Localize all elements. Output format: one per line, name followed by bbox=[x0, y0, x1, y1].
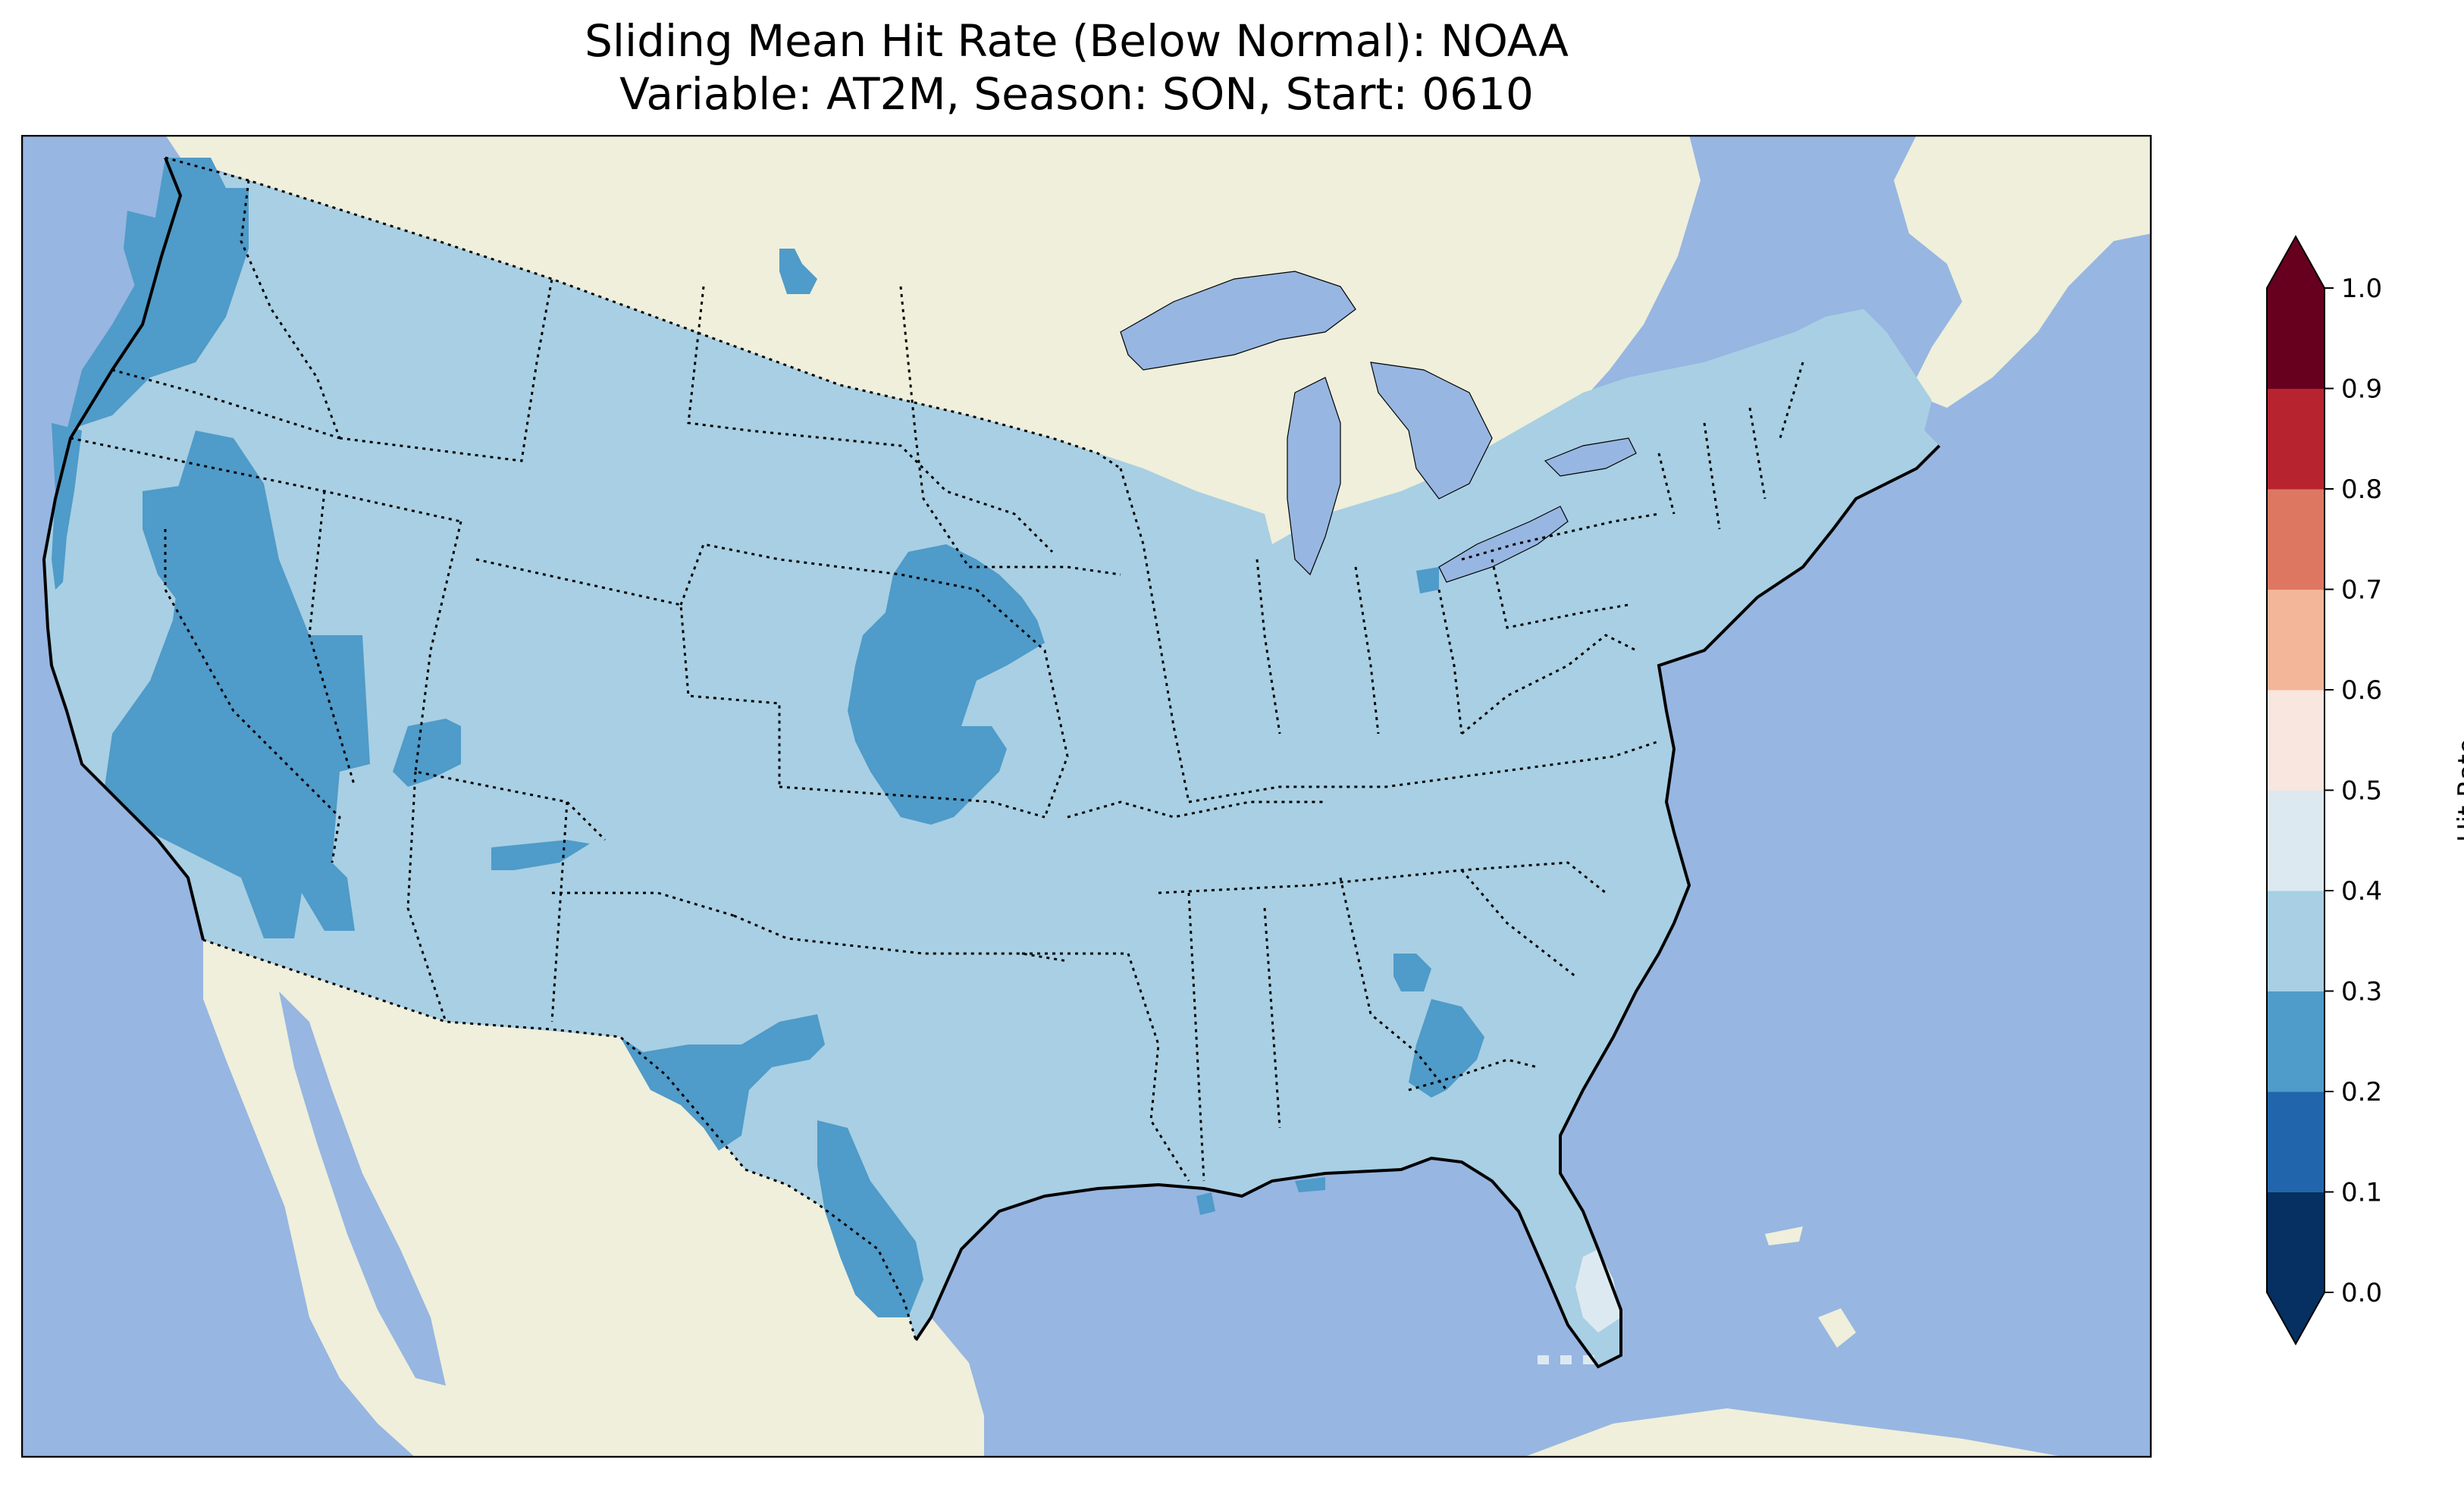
lake-michigan bbox=[1287, 377, 1341, 576]
maritimes-land bbox=[1894, 135, 2152, 408]
lake-superior bbox=[1120, 271, 1356, 371]
colorbar-bin-0.3-0.4 bbox=[2267, 891, 2324, 991]
colorbar-tick-label: 0.8 bbox=[2341, 475, 2382, 505]
hit-rate-0.4-0.5-patches bbox=[1538, 1249, 1621, 1364]
cuba-land bbox=[1522, 1408, 2068, 1458]
patch-ohio bbox=[1416, 567, 1439, 594]
colorbar-bin-0.9-1.0 bbox=[2267, 288, 2324, 389]
state-line-pa-ny bbox=[1461, 512, 1660, 629]
colorbar-bin-0.6-0.7 bbox=[2267, 589, 2324, 691]
colorbar-tick-label: 1.0 bbox=[2341, 274, 2382, 304]
state-line-ky-tn bbox=[1188, 740, 1660, 803]
colorbar: 0.0 0.1 0.2 0.3 0.4 0.5 0.6 0.7 0.8 0.9 1.0 Hit Rat… bbox=[2266, 234, 2464, 1346]
colorbar-bin-0.1-0.2 bbox=[2267, 1092, 2324, 1192]
patch-west-texas bbox=[620, 1014, 825, 1151]
state-line-ok-tx bbox=[733, 914, 1068, 963]
patch-south-florida bbox=[1575, 1249, 1621, 1333]
colorbar-tick-label: 0.2 bbox=[2341, 1077, 2382, 1107]
lake-ontario bbox=[1544, 437, 1637, 477]
coastline bbox=[42, 157, 1941, 1369]
great-lakes bbox=[1120, 271, 1637, 583]
state-borders bbox=[70, 156, 1804, 1341]
state-line-id-mt bbox=[240, 180, 341, 439]
patch-utah bbox=[393, 719, 461, 787]
state-line-il-in-oh bbox=[1256, 559, 1463, 734]
gulf-of-california bbox=[279, 991, 446, 1386]
colorbar-extend-max bbox=[2267, 236, 2324, 288]
baja-land bbox=[203, 940, 431, 1424]
colorbar-tick-label: 0.4 bbox=[2341, 876, 2382, 907]
colorbar-tick-label: 0.5 bbox=[2341, 776, 2382, 807]
hit-rate-0.2-0.3-patches bbox=[52, 158, 1484, 1317]
colorbar-tick-label: 0.1 bbox=[2341, 1178, 2382, 1208]
colorbar-tick-label: 0.9 bbox=[2341, 374, 2382, 405]
colorbar-bin-0.7-0.8 bbox=[2267, 489, 2324, 590]
state-line-ut-co bbox=[414, 521, 607, 841]
state-line-az-nm bbox=[406, 771, 447, 1023]
patch-california-coast bbox=[52, 423, 82, 590]
patch-norcal-interior bbox=[143, 484, 203, 605]
colorbar-bin-0.4-0.5 bbox=[2267, 790, 2324, 891]
map-frame bbox=[21, 135, 2152, 1458]
bahamas-land bbox=[1765, 1226, 1856, 1348]
colorbar-tick-label: 0.0 bbox=[2341, 1278, 2382, 1308]
colorbar-bin-0.2-0.3 bbox=[2267, 991, 2324, 1092]
state-line-mn-ia bbox=[899, 286, 1121, 576]
state-line-ar-la bbox=[1022, 952, 1190, 1182]
state-line-new-england bbox=[1657, 362, 1804, 530]
state-line-sc-ga-fl bbox=[1408, 869, 1576, 1092]
map-title: Sliding Mean Hit Rate (Below Normal): NO… bbox=[585, 15, 1569, 67]
state-line-nm-tx bbox=[550, 801, 735, 1023]
patch-florida-keys bbox=[1538, 1355, 1594, 1364]
lake-erie bbox=[1438, 506, 1569, 583]
map-subtitle: Variable: AT2M, Season: SON, Start: 0610 bbox=[619, 68, 1534, 120]
state-line-ks-ok bbox=[779, 785, 1045, 819]
state-line-dakotas bbox=[687, 286, 1054, 553]
state-line-ne-sd bbox=[679, 543, 977, 606]
state-line-mt-wy bbox=[339, 278, 553, 462]
us-canada-border bbox=[165, 156, 1121, 470]
patch-washington-coast bbox=[124, 211, 158, 287]
state-line-nv-ut bbox=[308, 490, 356, 788]
lake-huron bbox=[1370, 362, 1493, 500]
state-line-ms-al bbox=[1187, 877, 1448, 1182]
patch-north-dakota bbox=[779, 249, 817, 294]
colorbar-bin-0.8-0.9 bbox=[2267, 388, 2324, 490]
patch-georgia-florida bbox=[1409, 999, 1484, 1098]
patch-gulf-coast bbox=[1196, 1177, 1325, 1215]
patch-kansas-oklahoma bbox=[848, 544, 1045, 825]
map bbox=[21, 135, 2152, 1458]
colorbar-tick-label: 0.6 bbox=[2341, 675, 2382, 706]
colorbar-tick-label: 0.3 bbox=[2341, 977, 2382, 1007]
state-line-ca-nv bbox=[164, 529, 341, 863]
patch-nevada bbox=[105, 431, 370, 938]
state-line-mo-ar bbox=[1067, 800, 1325, 819]
colorbar-label: Hit Rate bbox=[2453, 738, 2464, 842]
patch-alabama bbox=[1393, 954, 1431, 991]
us-mexico-border bbox=[202, 938, 917, 1341]
colorbar-bin-0.0-0.1 bbox=[2267, 1192, 2324, 1293]
patch-south-texas bbox=[817, 1120, 923, 1317]
patch-new-mexico bbox=[491, 840, 590, 870]
colorbar-extend-min bbox=[2267, 1292, 2324, 1344]
state-line-wi-il bbox=[1119, 468, 1190, 803]
state-line-ia-mo bbox=[976, 588, 1069, 818]
state-line-va-nc bbox=[1461, 634, 1637, 735]
colorbar-tick-label: 0.7 bbox=[2341, 575, 2382, 606]
patch-pacific-northwest bbox=[67, 158, 249, 431]
colorbar-bin-0.5-0.6 bbox=[2267, 690, 2324, 791]
